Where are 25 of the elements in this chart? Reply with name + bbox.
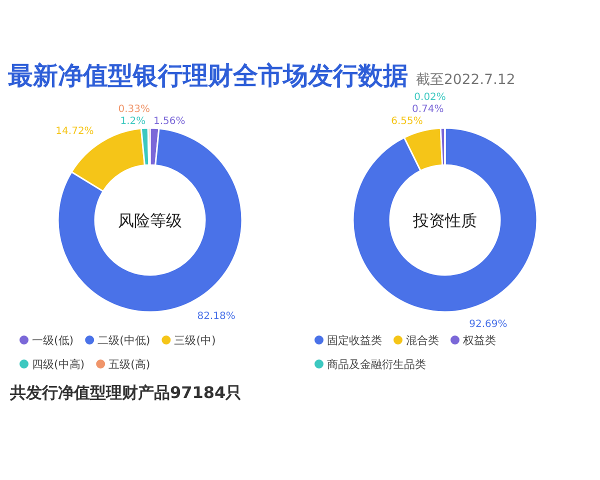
data-label: 92.69% <box>469 319 508 330</box>
legend-label: 混合类 <box>406 334 439 347</box>
legend-label: 固定收益类 <box>327 334 382 347</box>
legend-label: 四级(中高) <box>32 358 85 371</box>
donut-slice <box>352 127 538 313</box>
text: 共发行净值型理财产品97184只 <box>9 383 242 402</box>
text: 截至2022.7.12 <box>416 72 516 88</box>
legend-label: 三级(中) <box>174 334 216 347</box>
data-label: 0.02% <box>414 92 446 103</box>
legend-label: 二级(中低) <box>98 334 150 347</box>
data-label: 0.33% <box>118 104 150 115</box>
data-label: 82.18% <box>197 310 236 322</box>
data-label: 6.55% <box>391 116 423 127</box>
data-label: 1.2% <box>120 116 146 127</box>
legend-label: 权益类 <box>462 334 496 347</box>
legend-label: 五级(高) <box>108 358 150 371</box>
legend-label: 商品及金融衍生品类 <box>327 358 426 371</box>
data-label: 0.74% <box>412 104 444 115</box>
text: 投资性质 <box>412 211 477 230</box>
text: 最新净值型银行理财全市场发行数据 <box>7 61 408 90</box>
text: 风险等级 <box>118 211 182 230</box>
data-label: 14.72% <box>56 126 94 138</box>
legend-label: 一级(低) <box>32 334 74 347</box>
data-label: 1.56% <box>154 116 186 127</box>
donut-slice <box>57 128 243 313</box>
